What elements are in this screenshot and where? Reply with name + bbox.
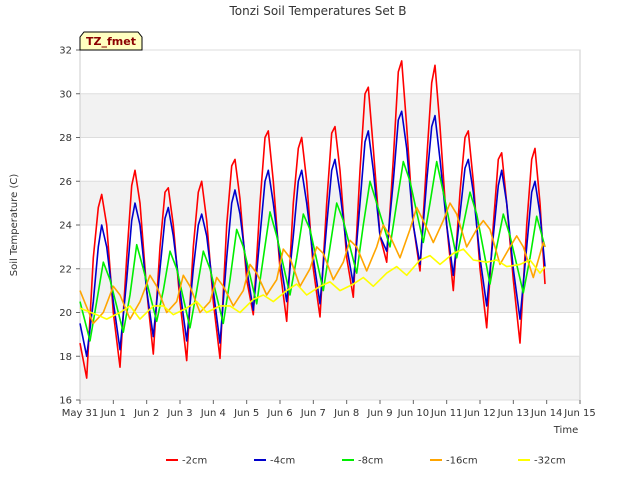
- x-tick-label: Jun 14: [530, 408, 563, 419]
- y-tick-label: 22: [59, 264, 72, 275]
- y-axis-label: Soil Temperature (C): [9, 174, 20, 277]
- x-tick-label: Jun 3: [166, 408, 192, 419]
- gridlines: [80, 49, 580, 401]
- x-tick-label: May 31: [62, 408, 99, 419]
- legend-label: -32cm: [534, 456, 566, 467]
- series-line2cm: [79, 60, 546, 379]
- chart-title: Tonzi Soil Temperatures Set B: [229, 4, 407, 18]
- legend-label: -4cm: [270, 456, 295, 467]
- legend: -2cm -4cm -8cm -16cm -32cm: [166, 456, 566, 467]
- y-tick-label: 28: [59, 133, 72, 144]
- site-tag: TZ_fmet: [79, 31, 143, 51]
- series-line32cm: [79, 248, 546, 320]
- y-tick-label: 16: [59, 396, 72, 407]
- x-tick-label: Jun 12: [463, 408, 496, 419]
- x-tick-label: Jun 15: [563, 408, 596, 419]
- x-tick-label: Jun 5: [233, 408, 259, 419]
- x-tick-label: Jun 9: [366, 408, 392, 419]
- legend-label: -8cm: [358, 456, 383, 467]
- series-lines: [79, 60, 546, 379]
- y-tick-label: 26: [59, 177, 72, 188]
- background-band: [80, 356, 580, 400]
- x-tick-label: Jun 13: [497, 408, 530, 419]
- x-axis-label: Time: [553, 425, 578, 436]
- y-tick-label: 20: [59, 308, 72, 319]
- y-tick-label: 30: [59, 89, 72, 100]
- x-axis-ticks: May 31 Jun 1 Jun 2 Jun 3 Jun 4 Jun 5 Jun 6 Jun …: [62, 400, 596, 419]
- x-tick-label: Jun 11: [430, 408, 463, 419]
- background-band: [80, 93, 580, 138]
- x-tick-label: Jun 4: [200, 408, 226, 419]
- legend-label: -2cm: [182, 456, 207, 467]
- x-tick-label: Jun 2: [133, 408, 159, 419]
- x-tick-label: Jun 7: [300, 408, 326, 419]
- y-tick-label: 32: [59, 46, 72, 57]
- x-tick-label: Jun 6: [266, 408, 292, 419]
- y-axis-ticks: 16 18 20 22 24 26 28 30 32: [59, 46, 80, 407]
- site-tag-label: TZ_fmet: [86, 35, 136, 48]
- series-line8cm: [79, 160, 546, 342]
- y-tick-label: 24: [59, 221, 72, 232]
- x-tick-label: Jun 10: [397, 408, 430, 419]
- legend-label: -16cm: [446, 456, 478, 467]
- x-tick-label: Jun 1: [100, 408, 126, 419]
- site-tag-box: [79, 31, 143, 51]
- y-tick-label: 18: [59, 352, 72, 363]
- x-tick-label: Jun 8: [333, 408, 359, 419]
